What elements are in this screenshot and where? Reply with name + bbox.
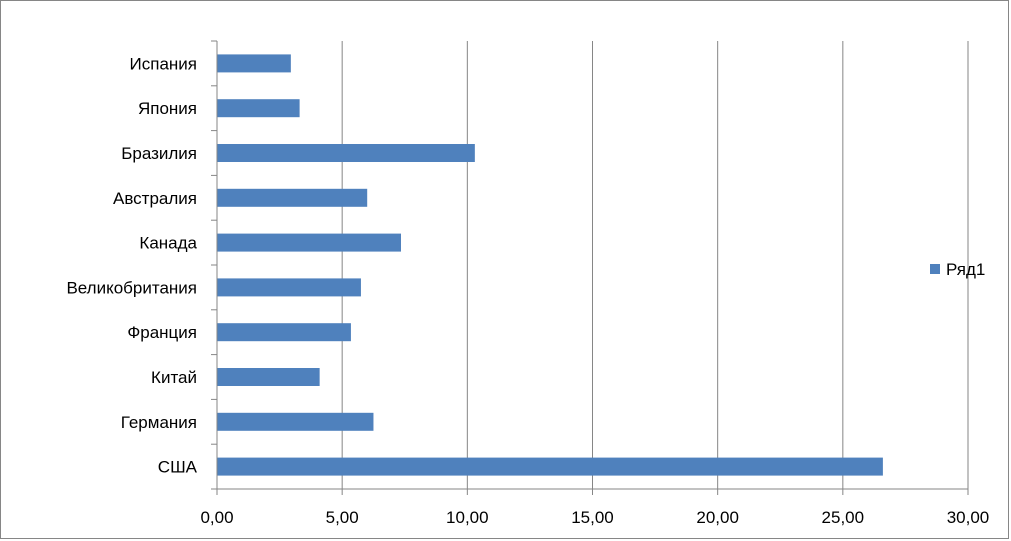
category-label-8: Япония xyxy=(138,99,197,118)
legend-swatch xyxy=(930,264,940,274)
x-tick-label-5: 25,00 xyxy=(822,508,865,527)
category-label-0: США xyxy=(158,458,198,477)
category-label-2: Китай xyxy=(151,368,197,387)
bar-1 xyxy=(217,412,374,431)
category-label-5: Канада xyxy=(139,234,197,253)
x-tick-labels: 0,00 5,00 10,00 15,00 20,00 25,00 30,00 xyxy=(200,508,989,527)
legend-label: Ряд1 xyxy=(946,260,985,279)
category-label-3: Франция xyxy=(127,323,197,342)
x-tick-label-4: 20,00 xyxy=(696,508,739,527)
x-tick-label-0: 0,00 xyxy=(200,508,233,527)
category-label-9: Испания xyxy=(130,54,197,73)
bar-0 xyxy=(217,457,883,476)
bar-2 xyxy=(217,368,320,386)
x-tick-label-1: 5,00 xyxy=(326,508,359,527)
bar-7 xyxy=(217,144,475,162)
x-tick-label-6: 30,00 xyxy=(947,508,990,527)
category-label-6: Австралия xyxy=(113,189,197,208)
bar-9 xyxy=(217,54,291,73)
gridlines xyxy=(341,41,969,489)
bars xyxy=(217,54,883,476)
x-tick-label-3: 15,00 xyxy=(571,508,614,527)
bar-3 xyxy=(217,323,351,342)
category-label-1: Германия xyxy=(121,413,197,432)
y-category-labels: США Германия Китай Франция Великобритания Кан… xyxy=(66,54,197,476)
category-label-7: Бразилия xyxy=(121,144,197,163)
axes xyxy=(211,40,969,495)
category-label-4: Великобритания xyxy=(66,278,197,297)
bar-6 xyxy=(217,188,368,207)
legend: Ряд1 xyxy=(930,260,985,279)
bar-8 xyxy=(217,99,300,118)
bar-5 xyxy=(217,233,401,252)
bar-4 xyxy=(217,278,361,297)
x-tick-label-2: 10,00 xyxy=(446,508,489,527)
